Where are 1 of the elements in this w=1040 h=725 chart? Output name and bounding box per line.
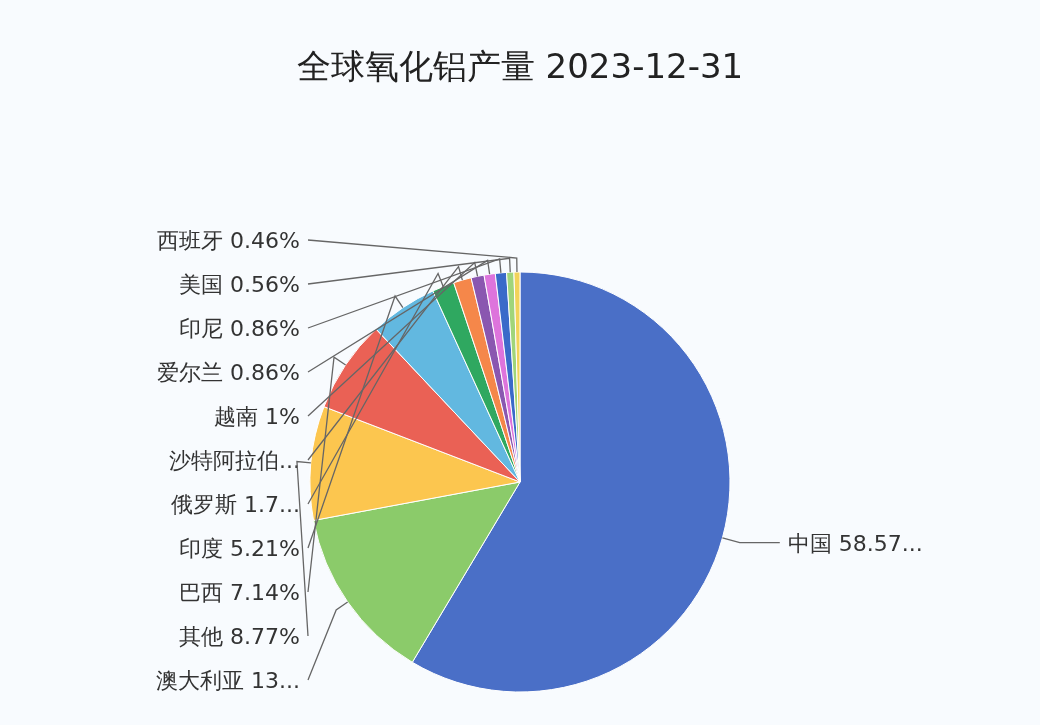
title: 全球氧化铝产量 2023-12-31 — [296, 46, 744, 86]
